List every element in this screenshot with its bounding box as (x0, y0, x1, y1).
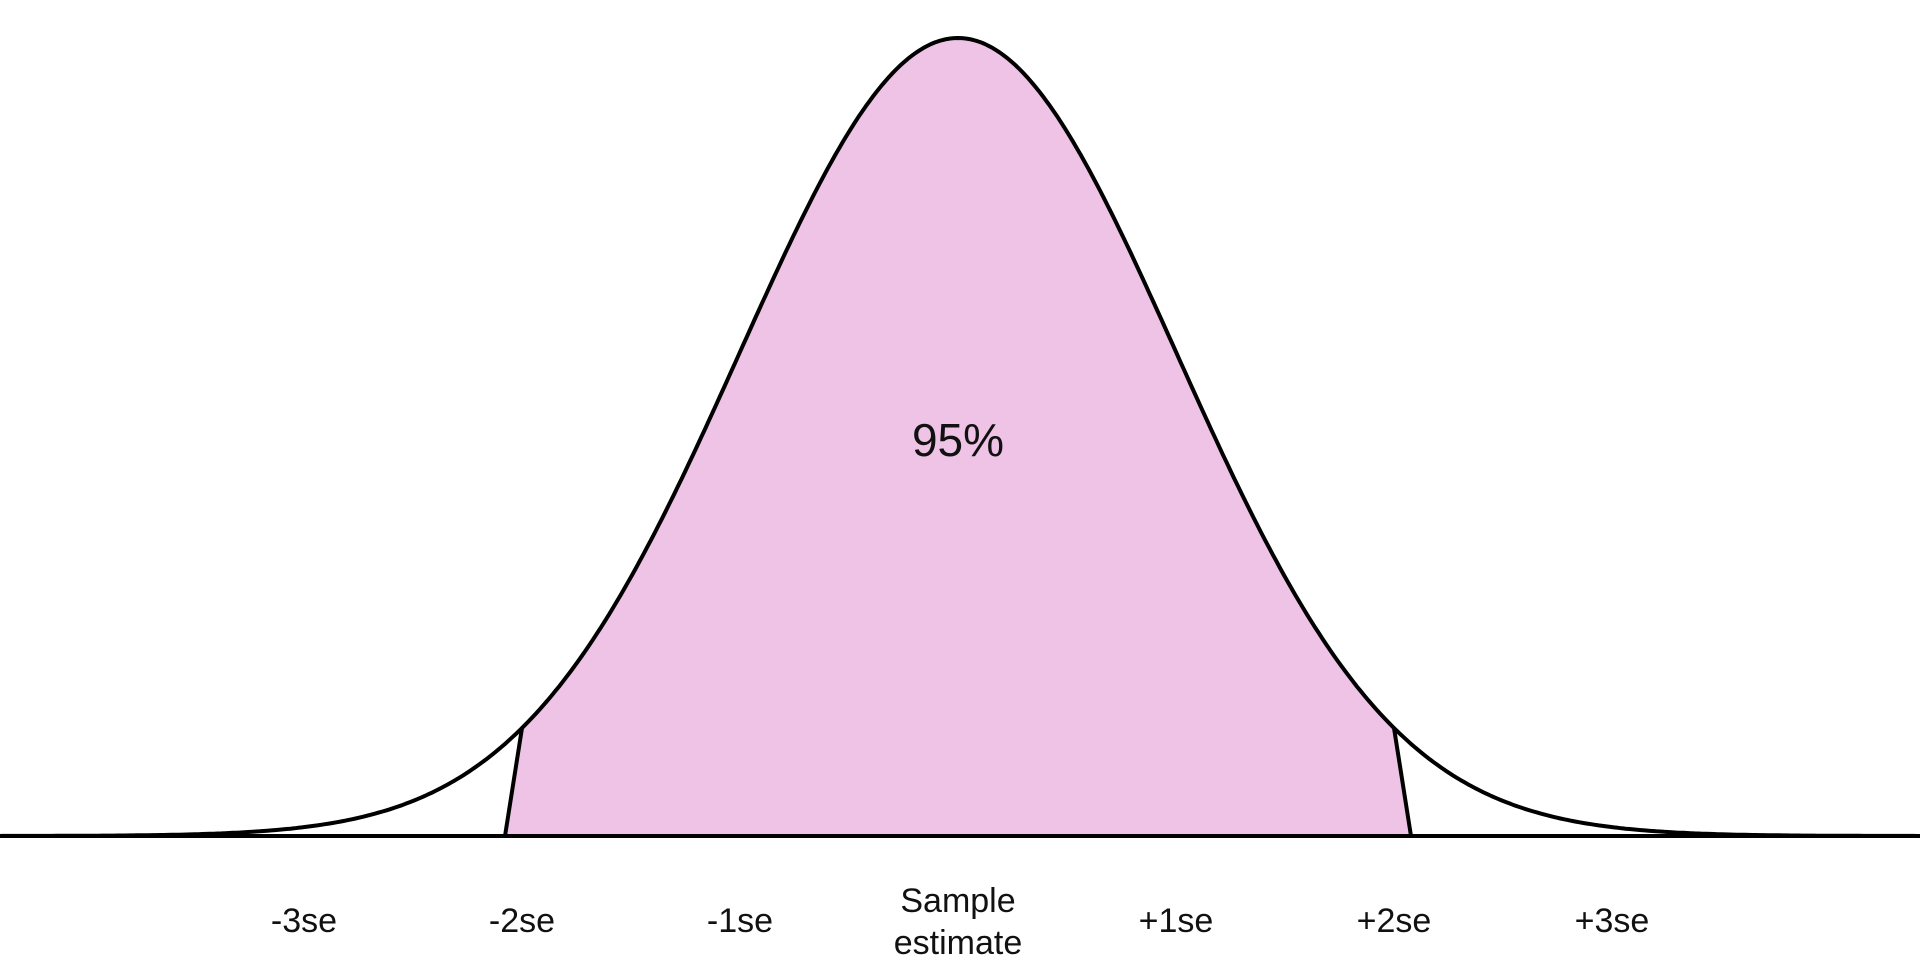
tick-label: +2se (1357, 902, 1432, 940)
shaded-percentage-label: 95% (912, 414, 1004, 466)
shaded-95-percent-region (505, 38, 1411, 836)
left-interval-boundary (503, 727, 524, 837)
tick-label: -3se (271, 902, 337, 940)
right-interval-boundary (1392, 727, 1413, 837)
tick-label: -2se (489, 902, 555, 940)
tick-label: -1se (707, 902, 773, 940)
tick-label: +1se (1139, 902, 1214, 940)
tick-label: Sample estimate (894, 882, 1023, 960)
normal-distribution-curve (0, 36, 1918, 838)
tick-label: +3se (1575, 902, 1650, 940)
x-axis-tick-labels: -3se -2se -1se Sample estimate +1se +2se +3se (271, 882, 1649, 960)
